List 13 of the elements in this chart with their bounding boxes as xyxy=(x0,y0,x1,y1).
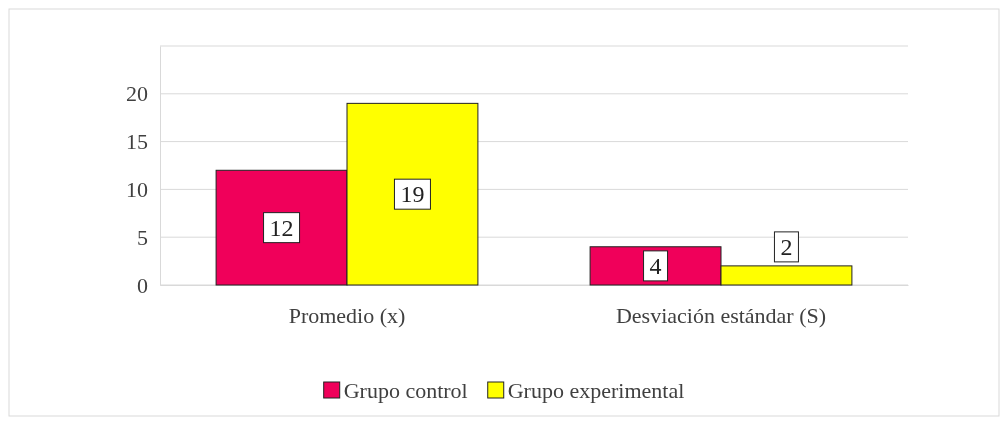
x-tick-label: Desviación estándar (S) xyxy=(615,302,827,328)
data-label: 4 xyxy=(649,252,662,279)
y-tick-label: 0 xyxy=(137,272,148,298)
y-tick-label: 15 xyxy=(126,129,148,155)
x-tick-label: Promedio (x) xyxy=(288,302,406,328)
legend-label: Grupo control xyxy=(343,377,468,403)
data-label: 19 xyxy=(400,181,425,208)
data-label: 12 xyxy=(269,214,294,241)
y-tick-label: 10 xyxy=(126,176,148,202)
y-tick-label: 20 xyxy=(126,81,148,107)
legend-label: Grupo experimental xyxy=(507,377,685,403)
y-tick-label: 5 xyxy=(137,224,148,250)
data-label: 2 xyxy=(780,233,793,260)
